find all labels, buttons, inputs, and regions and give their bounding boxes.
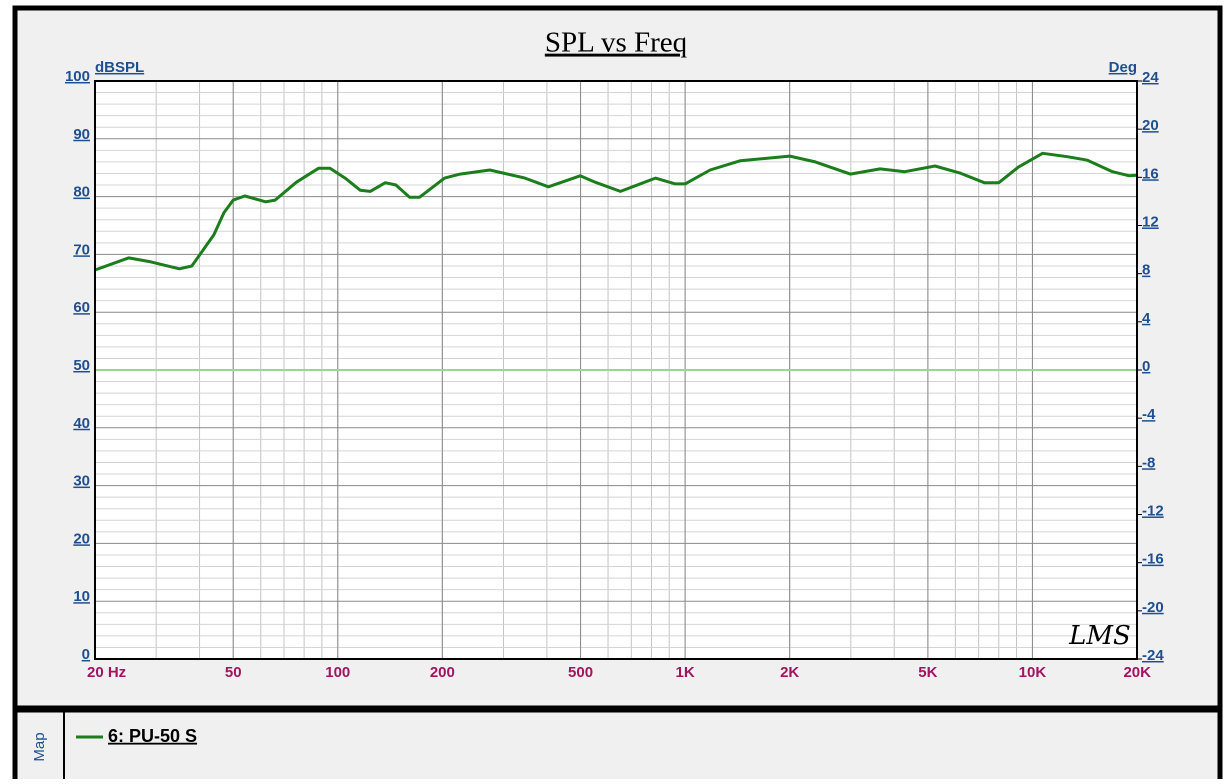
y-axis-label: dBSPL bbox=[95, 59, 144, 76]
y-tick-label: 0 bbox=[82, 646, 90, 663]
spl-line bbox=[94, 151, 1138, 272]
x-tick-label: 20K bbox=[1123, 664, 1151, 681]
y-tick-label: 90 bbox=[73, 126, 90, 143]
y-tick-label: 20 bbox=[73, 530, 90, 547]
y-tick-label: 60 bbox=[73, 299, 90, 316]
y2-tick-label: 4 bbox=[1142, 310, 1151, 327]
x-tick-label: 20 Hz bbox=[87, 664, 126, 681]
watermark: LMS bbox=[1068, 621, 1131, 651]
x-tick-label: 1K bbox=[676, 664, 695, 681]
y2-tick-label: -8 bbox=[1142, 454, 1155, 471]
x-tick-label: 500 bbox=[568, 664, 593, 681]
x-tick-label: 10K bbox=[1019, 664, 1047, 681]
y2-tick-label: -4 bbox=[1142, 406, 1156, 423]
legend-label: 6: PU-50 S bbox=[108, 726, 197, 746]
x-tick-label: 2K bbox=[780, 664, 799, 681]
y2-tick-label: -12 bbox=[1142, 502, 1164, 519]
y2-tick-label: 24 bbox=[1142, 69, 1159, 86]
y2-tick-label: 16 bbox=[1142, 165, 1159, 182]
y-tick-label: 100 bbox=[65, 68, 90, 85]
y-tick-label: 10 bbox=[73, 588, 90, 605]
y2-tick-label: -24 bbox=[1142, 647, 1164, 664]
y-tick-label: 80 bbox=[73, 184, 90, 201]
y2-axis-label: Deg bbox=[1109, 59, 1137, 76]
x-tick-label: 5K bbox=[918, 664, 937, 681]
chart-title: SPL vs Freq bbox=[545, 27, 687, 59]
y2-tick-label: 20 bbox=[1142, 117, 1159, 134]
legend-frame bbox=[12, 707, 1223, 784]
y2-tick-label: 12 bbox=[1142, 213, 1159, 230]
y2-tick-label: 8 bbox=[1142, 262, 1150, 279]
x-tick-label: 200 bbox=[430, 664, 455, 681]
y2-tick-label: -20 bbox=[1142, 599, 1164, 616]
panel-label: Map bbox=[31, 732, 48, 761]
y-tick-label: 70 bbox=[73, 241, 90, 258]
y2-tick-label: 0 bbox=[1142, 358, 1150, 375]
y2-tick-label: -16 bbox=[1142, 551, 1164, 568]
y-tick-label: 30 bbox=[73, 473, 90, 490]
y-tick-label: 50 bbox=[73, 357, 90, 374]
x-tick-label: 50 bbox=[225, 664, 242, 681]
x-tick-label: 100 bbox=[325, 664, 350, 681]
y-tick-label: 40 bbox=[73, 415, 90, 432]
